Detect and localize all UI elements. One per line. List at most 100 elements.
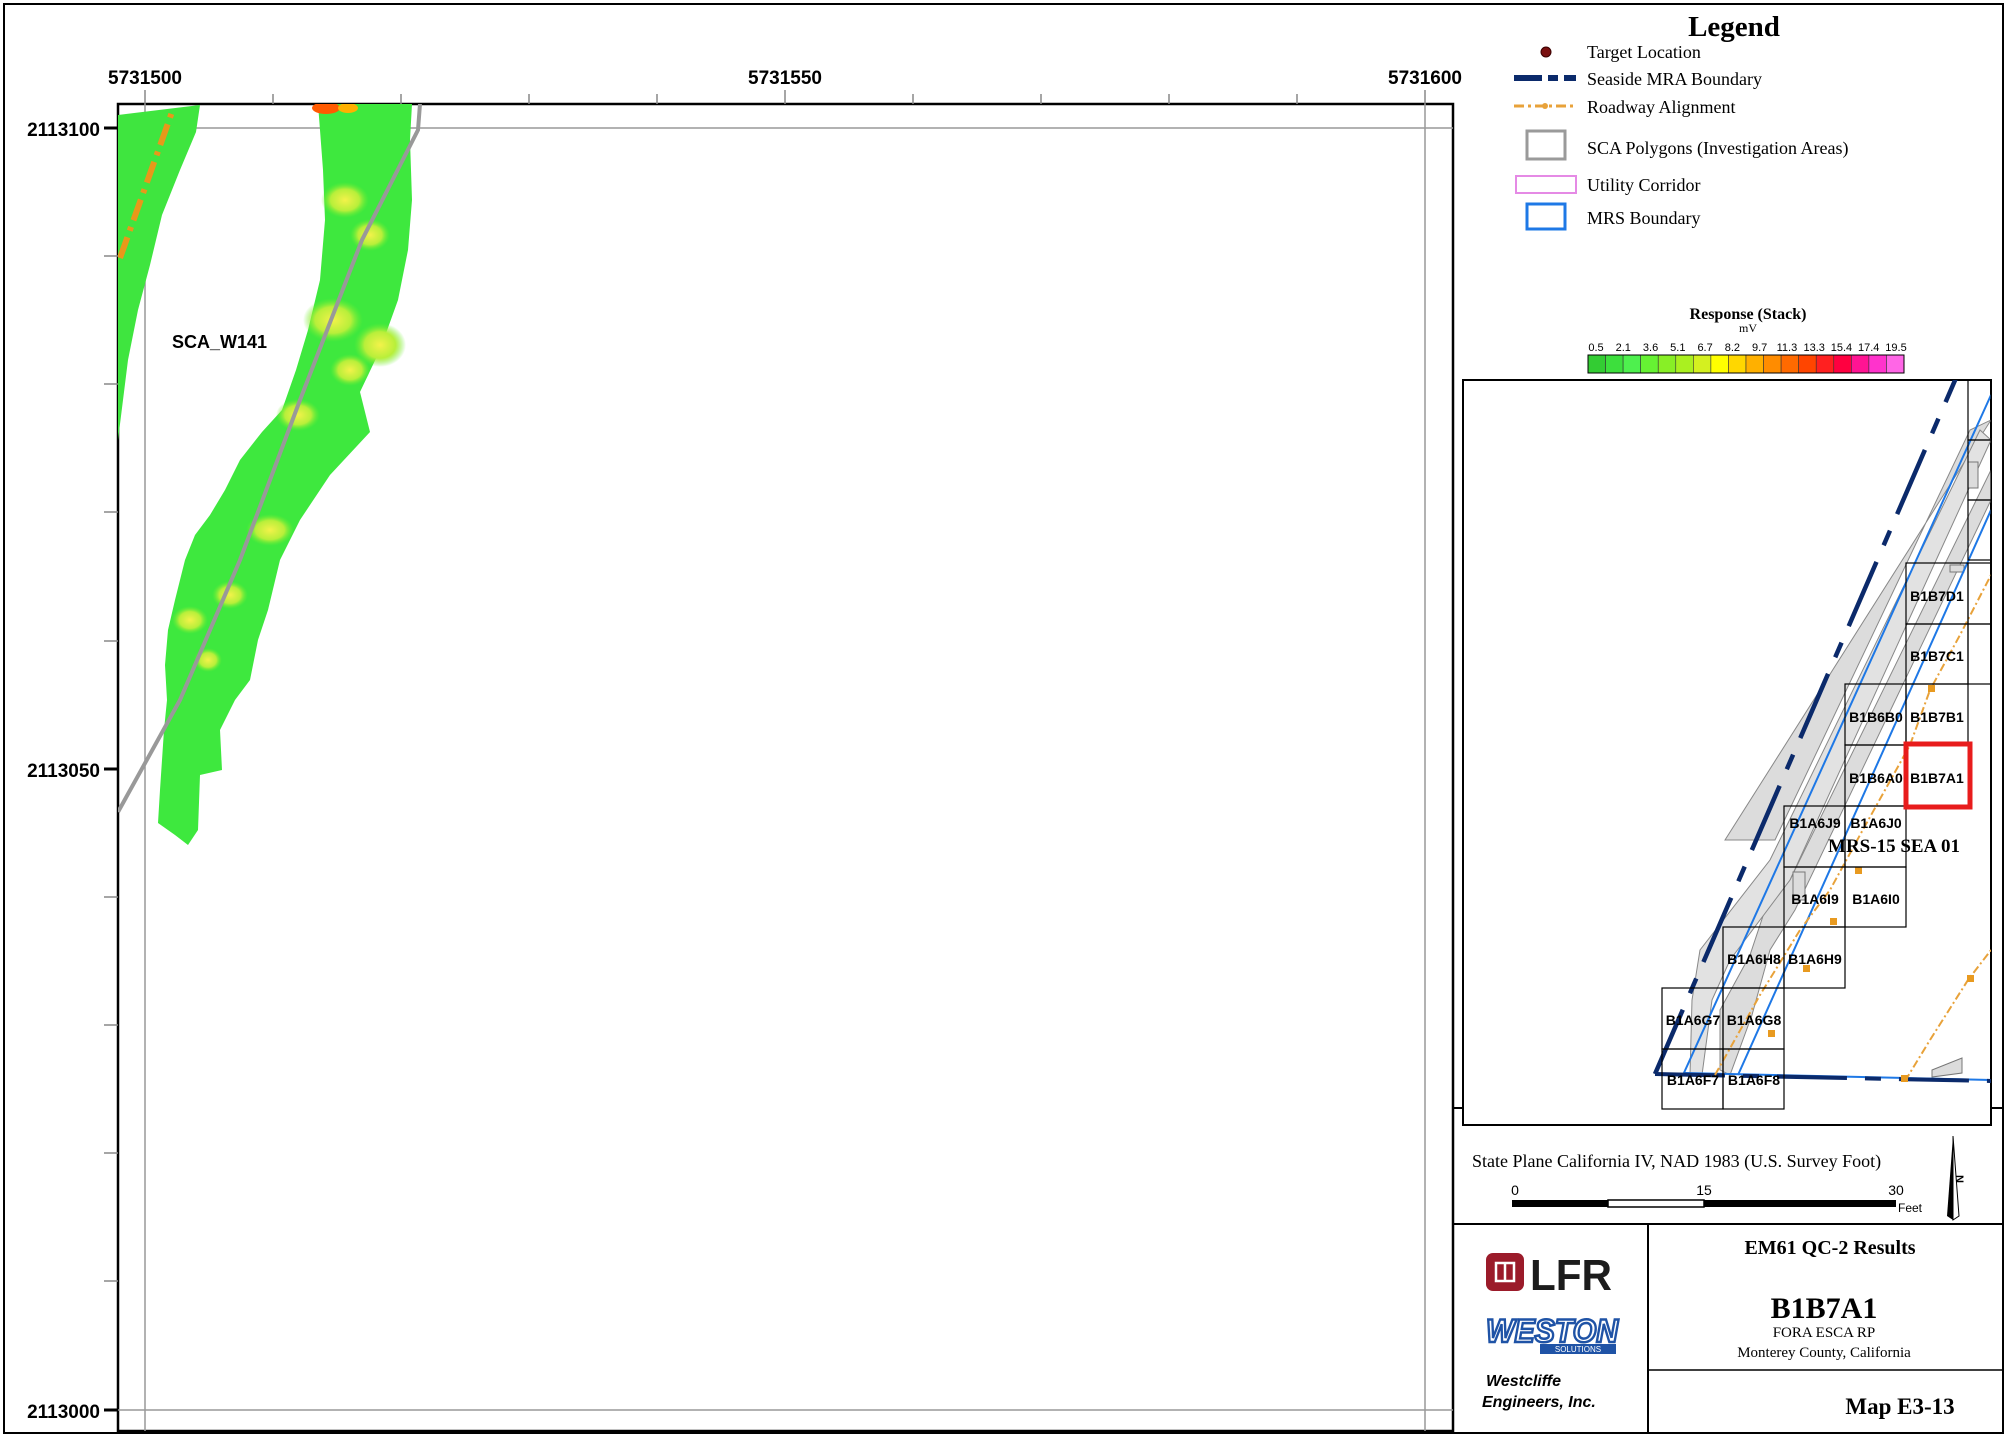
grid-label: B1B6B0 <box>1849 709 1903 725</box>
title-location: Monterey County, California <box>1737 1345 1911 1361</box>
left-axis-major-ticks <box>104 126 118 1412</box>
scalebar-tick-0: 0 <box>1511 1182 1519 1198</box>
inset-roadway <box>1904 949 1991 1082</box>
color-scale-swatch <box>1640 354 1659 374</box>
inset-map[interactable]: B1B7D1 B1B7C1 B1B6B0 B1B7B1 B1B6A0 B1B7A… <box>1462 378 1992 1126</box>
grid-label: B1B7B1 <box>1910 709 1964 725</box>
grid-label: B1B7D1 <box>1910 588 1964 604</box>
roadway-alignment-line <box>118 110 175 260</box>
legend-item-label: Roadway Alignment <box>1587 97 1735 117</box>
color-scale-swatch <box>1675 354 1694 374</box>
seaside-mra-boundary <box>1654 1072 1991 1083</box>
main-map[interactable]: 5731500 5731550 5731600 2113100 2113050 … <box>27 68 1462 1433</box>
mrs-label: MRS-15 SEA 01 <box>1828 836 1960 857</box>
color-scale-label: 15.4 <box>1831 342 1852 354</box>
sca-small-polygon <box>1949 564 1965 573</box>
grid-label: B1A6G8 <box>1727 1012 1782 1028</box>
color-scale-swatch <box>1728 354 1747 374</box>
north-arrow-icon: N <box>1947 1135 1965 1221</box>
grid-label: B1B6A0 <box>1849 770 1903 786</box>
color-scale-label: 9.7 <box>1752 342 1767 354</box>
color-scale-swatch <box>1798 354 1817 374</box>
scalebar-tick-30: 30 <box>1888 1182 1904 1198</box>
color-scale-swatch <box>1886 354 1905 374</box>
company-line1: Westcliffe <box>1486 1373 1561 1390</box>
color-scale-label: 0.5 <box>1588 342 1603 354</box>
left-data-swath <box>118 105 200 440</box>
grid-label: B1A6F8 <box>1728 1072 1780 1088</box>
hotspot-orange <box>338 104 358 113</box>
legend-title: Legend <box>1688 11 1780 43</box>
y-tick-label-2: 2113050 <box>27 761 100 782</box>
sca-band <box>1719 419 1991 1076</box>
legend-item-label: Utility Corridor <box>1587 175 1701 195</box>
grid-label: B1A6J0 <box>1850 815 1902 831</box>
hotspot <box>276 399 320 431</box>
sca-small-polygon <box>1931 1057 1963 1078</box>
scalebar-segment <box>1607 1199 1705 1208</box>
hotspot <box>246 514 294 546</box>
top-axis-ticks <box>144 90 1426 104</box>
seaside-mra-boundary <box>1652 380 1958 1075</box>
color-scale-swatch <box>1868 354 1887 374</box>
color-scale-label: 11.3 <box>1777 342 1798 354</box>
color-scale-labels: 0.5 2.1 3.6 5.1 6.7 8.2 9.7 11.3 13.3 15.4 17.4 19.… <box>1588 342 1906 354</box>
title-grid-id: B1B7A1 <box>1771 1292 1878 1325</box>
grid-cells <box>1661 380 1991 1110</box>
color-scale-label: 17.4 <box>1858 342 1879 354</box>
color-scale-label: 5.1 <box>1670 342 1685 354</box>
pink-box-icon <box>1515 175 1577 194</box>
color-scale-label: 6.7 <box>1697 342 1712 354</box>
sca-small-polygon <box>1792 871 1806 901</box>
color-scale-swatch <box>1833 354 1852 374</box>
hotspot <box>330 354 370 386</box>
color-scale-swatch <box>1657 354 1677 374</box>
title-block: LFR WESTON SOLUTIONS Westcliffe Engineer… <box>1482 1237 1955 1419</box>
inset-content: B1B7D1 B1B7C1 B1B6B0 B1B7B1 B1B6A0 B1B7A… <box>1652 380 1991 1110</box>
scalebar-unit: Feet <box>1898 1201 1923 1215</box>
hotspot <box>321 182 369 218</box>
hotspot <box>354 323 406 367</box>
color-scale-swatches <box>1587 354 1905 374</box>
left-axis-ticks <box>104 255 118 1282</box>
target-dot-icon <box>1540 46 1552 58</box>
grid-label: B1A6I9 <box>1791 891 1839 907</box>
hotspot <box>172 606 208 634</box>
color-scale-unit: mV <box>1739 321 1757 335</box>
y-tick-label-1: 2113100 <box>27 120 100 141</box>
color-scale-frame <box>1587 354 1905 374</box>
grid-label: B1A6I0 <box>1852 891 1900 907</box>
y-tick-label-3: 2113000 <box>27 1402 100 1423</box>
legend: Legend Target Location Seaside MRA Bound… <box>1514 11 1849 231</box>
color-scale-swatch <box>1693 354 1712 374</box>
color-scale-swatch <box>1622 354 1641 374</box>
response-data-layer <box>118 104 422 845</box>
x-tick-label-2: 5731550 <box>748 68 822 89</box>
scalebar-segment <box>1704 1200 1896 1207</box>
color-scale: Response (Stack) mV 0.5 2.1 3.6 5.1 6.7 8.2 9.… <box>1587 306 1907 374</box>
scale-bar: 0 15 30 Feet <box>1511 1182 1923 1215</box>
mrs-boundary-line <box>1737 509 1991 1076</box>
grid-label: B1A6H8 <box>1727 951 1781 967</box>
grid-label: B1A6F7 <box>1667 1072 1719 1088</box>
current-grid-highlight[interactable] <box>1903 741 1973 810</box>
color-scale-label: 8.2 <box>1725 342 1740 354</box>
north-letter: N <box>1953 1175 1965 1183</box>
color-scale-swatch <box>1710 354 1729 374</box>
color-scale-swatch <box>1605 354 1624 374</box>
color-scale-swatch <box>1780 354 1799 374</box>
legend-item-label: SCA Polygons (Investigation Areas) <box>1587 138 1849 159</box>
color-scale-swatch <box>1815 354 1835 374</box>
grid-labels: B1B7D1 B1B7C1 B1B6B0 B1B7B1 B1B6A0 B1B7A… <box>1666 588 1964 1088</box>
scalebar-segment <box>1512 1200 1608 1207</box>
weston-logo-text: WESTON <box>1486 1313 1619 1349</box>
color-scale-swatch <box>1587 354 1606 374</box>
weston-logo: WESTON SOLUTIONS <box>1485 1312 1620 1354</box>
color-scale-swatch <box>1763 354 1782 374</box>
gray-box-icon <box>1525 129 1567 161</box>
color-scale-label: 13.3 <box>1803 342 1824 354</box>
legend-item-label: MRS Boundary <box>1587 208 1701 228</box>
color-scale-label: 19.5 <box>1885 342 1906 354</box>
